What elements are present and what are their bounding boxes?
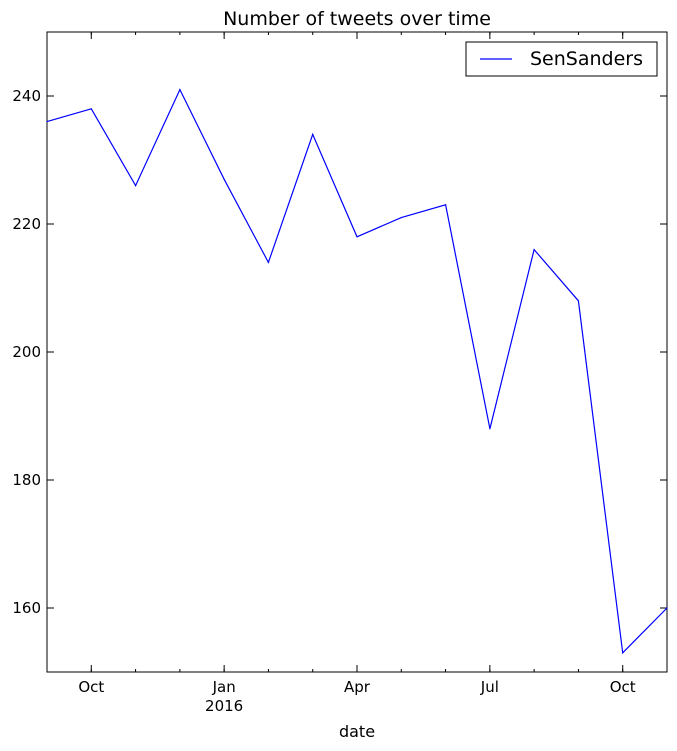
series-line <box>46 88 668 655</box>
y-tick-label: 200 <box>12 343 41 361</box>
y-tick-label: 220 <box>12 215 41 233</box>
legend-entry-label: SenSanders <box>530 48 643 70</box>
y-tick-label: 240 <box>12 87 41 105</box>
x-tick-label: Oct <box>78 678 104 696</box>
data-point <box>533 249 535 251</box>
data-point <box>577 300 580 302</box>
data-point <box>267 261 270 263</box>
x-tick-sublabel: 2016 <box>205 697 243 715</box>
x-tick-label: Jul <box>480 678 499 696</box>
x-tick-label: Oct <box>610 678 636 696</box>
data-point <box>223 178 225 180</box>
plot-frame <box>46 31 668 673</box>
data-point <box>444 204 447 206</box>
data-point <box>400 217 402 219</box>
x-axis-title: date <box>339 722 375 741</box>
y-tick-label: 180 <box>12 471 41 489</box>
data-point <box>134 185 137 187</box>
data-point <box>356 236 358 238</box>
data-point <box>666 607 668 609</box>
y-tick-label: 160 <box>12 599 41 617</box>
data-point <box>622 652 624 654</box>
data-point <box>179 89 181 91</box>
data-point <box>312 133 314 135</box>
x-tick-label: Jan <box>212 678 236 696</box>
data-point <box>90 108 92 110</box>
data-point <box>46 121 48 123</box>
x-tick-label: Apr <box>344 678 371 696</box>
legend: SenSanders <box>465 41 658 77</box>
data-point <box>489 428 491 430</box>
chart-title: Number of tweets over time <box>223 8 491 30</box>
